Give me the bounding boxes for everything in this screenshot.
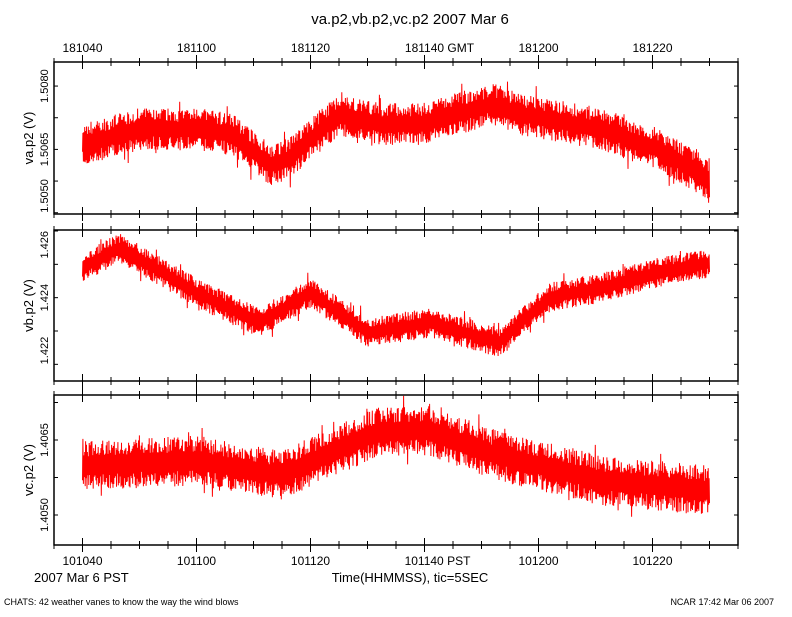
panel-1: 1.5080 1.5065 1.5050 va.p2 (V) [21, 55, 739, 221]
x-axis-label: Time(HHMMSS), tic=5SEC [332, 570, 489, 585]
y-tick-label: 1.5080 [39, 69, 51, 103]
footer-right: NCAR 17:42 Mar 06 2007 [670, 597, 774, 607]
y-tick-label: 1.5050 [39, 179, 51, 213]
y-tick-label: 1.424 [39, 284, 51, 312]
top-x-tick-label: 181040 [62, 41, 102, 55]
y-tick-label: 1.5065 [39, 133, 51, 167]
top-x-tick-label: 181120 [291, 41, 330, 55]
y-axis-label: vc.p2 (V) [21, 444, 36, 496]
series-trace [82, 81, 710, 203]
chart-title: va.p2,vb.p2,vc.p2 2007 Mar 6 [311, 11, 509, 28]
y-tick-label: 1.422 [39, 337, 51, 365]
bottom-x-tick-label: 101200 [518, 554, 558, 568]
y-axis-label: va.p2 (V) [21, 112, 36, 165]
bottom-x-tick-label: 101140 PST [405, 554, 471, 568]
top-x-tick-label: 181140 GMT [405, 41, 475, 55]
bottom-x-tick-label: 101040 [62, 554, 102, 568]
top-x-tick-label: 181100 [177, 41, 216, 55]
y-axis-label: vb.p2 (V) [21, 279, 36, 332]
series-trace [82, 395, 710, 517]
y-tick-label: 1.4050 [39, 498, 51, 532]
bottom-x-tick-label: 101120 [291, 554, 330, 568]
y-tick-label: 1.426 [39, 231, 51, 259]
footer-left: CHATS: 42 weather vanes to know the way … [4, 597, 239, 607]
y-tick-label: 1.4065 [39, 423, 51, 457]
date-label: 2007 Mar 6 PST [34, 570, 129, 585]
top-x-tick-label: 181220 [632, 41, 672, 55]
series-trace [82, 234, 710, 357]
bottom-x-tick-label: 101100 [177, 554, 216, 568]
bottom-x-tick-label: 101220 [632, 554, 672, 568]
top-x-tick-label: 181200 [518, 41, 558, 55]
